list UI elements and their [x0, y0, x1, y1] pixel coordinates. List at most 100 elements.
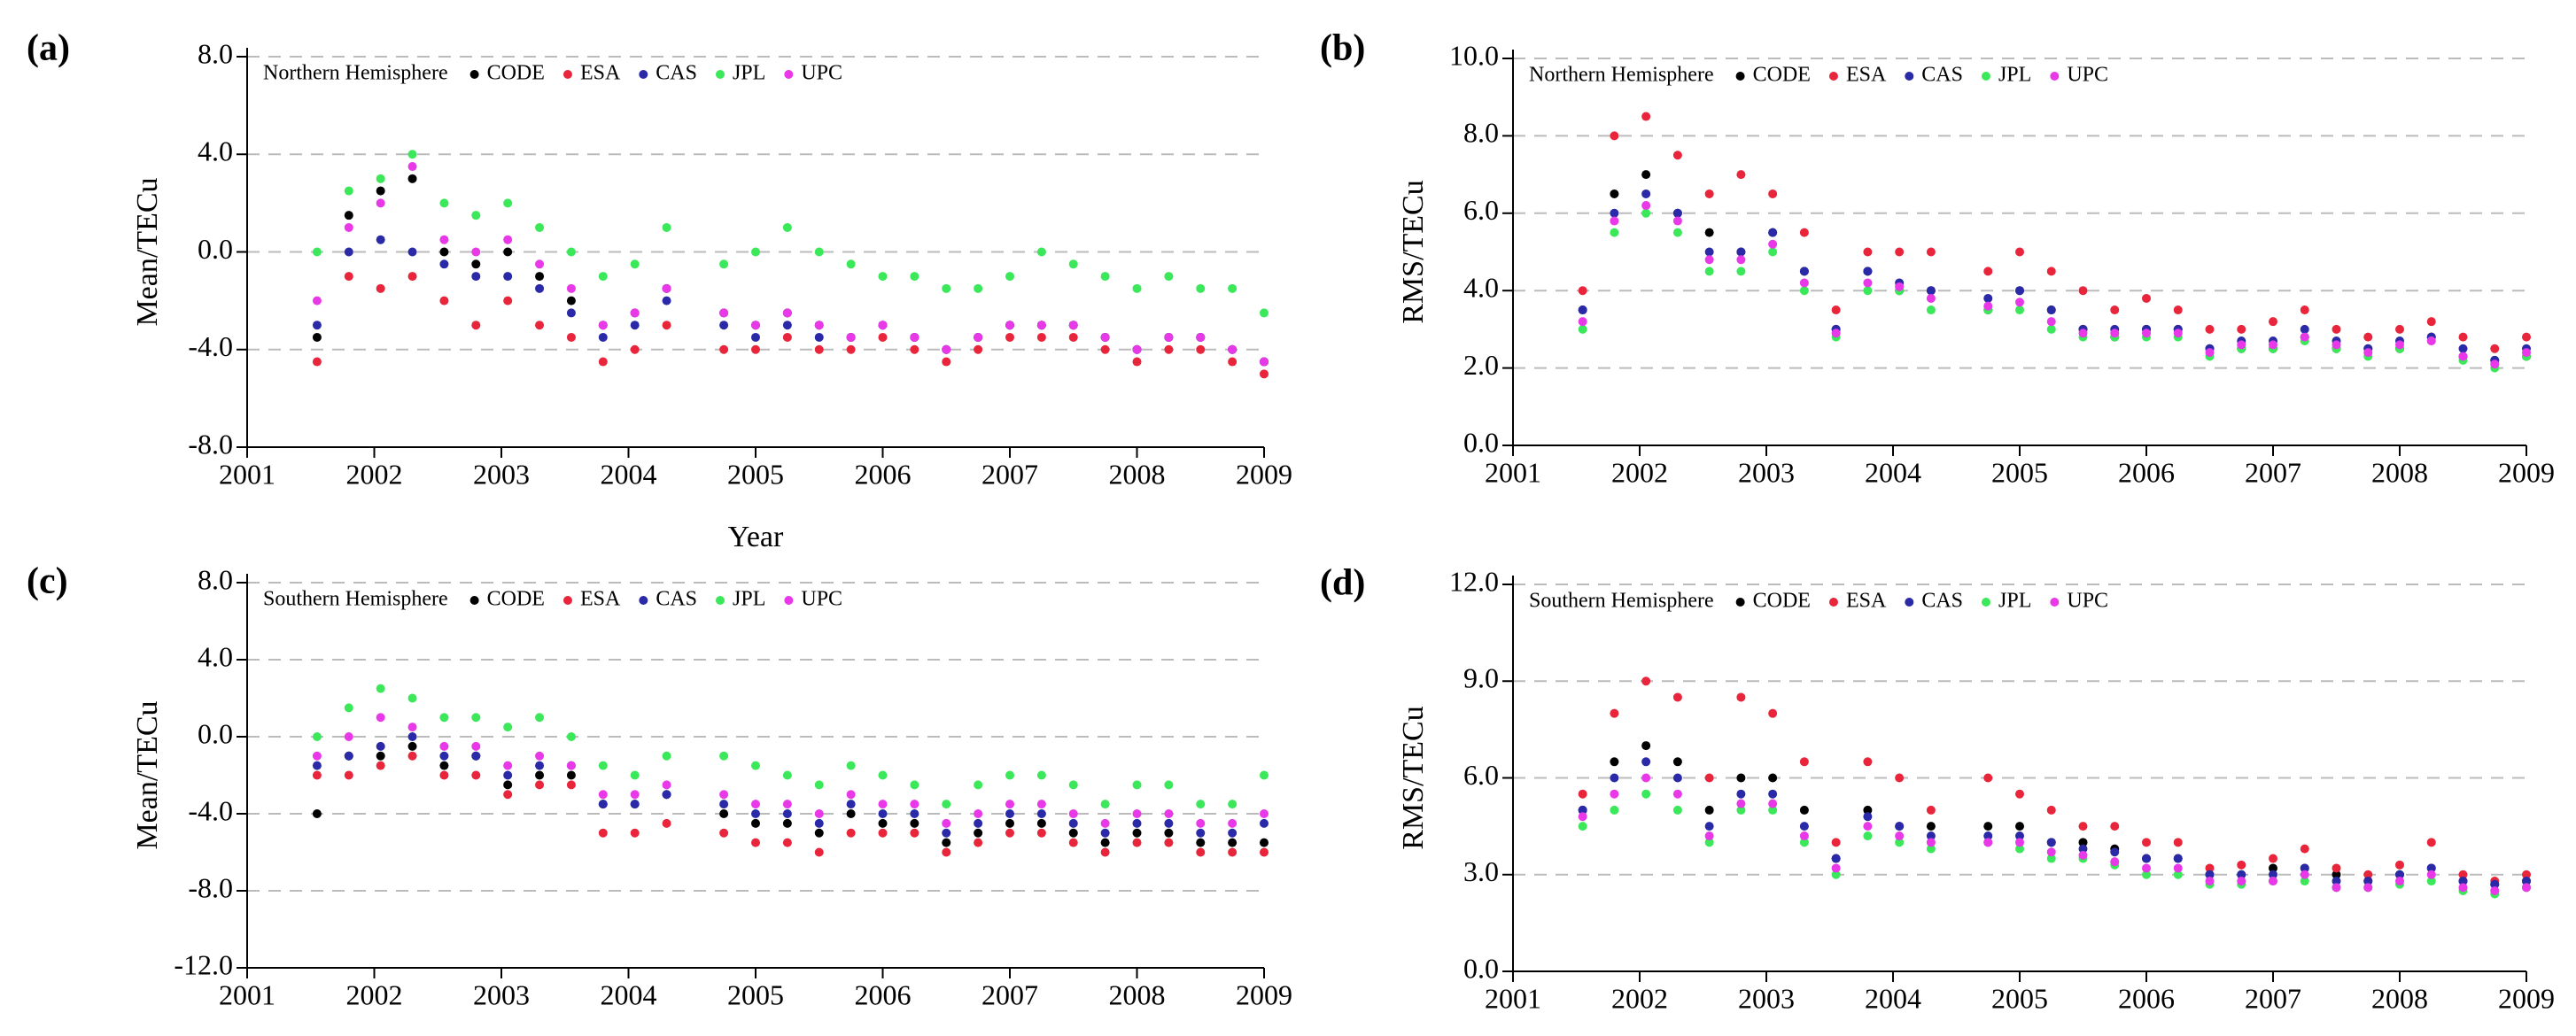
data-point: [1260, 357, 1269, 367]
data-point: [1926, 293, 1936, 303]
data-point: [1831, 863, 1841, 873]
data-point: [662, 780, 671, 790]
data-point: [1260, 818, 1269, 828]
data-point: [2426, 877, 2436, 886]
x-tick-label: 2007: [982, 978, 1038, 1010]
data-point: [1036, 770, 1046, 780]
data-point: [2015, 822, 2024, 831]
y-axis-label: RMS/TECu: [1397, 180, 1430, 323]
data-point: [2332, 877, 2341, 886]
data-point: [1831, 305, 1841, 315]
data-point: [1926, 247, 1936, 257]
data-point: [1704, 838, 1714, 847]
data-point: [407, 272, 417, 282]
data-point: [910, 818, 919, 828]
data-point: [2205, 870, 2215, 879]
x-tick-label: 2007: [2245, 456, 2301, 488]
data-point: [1768, 247, 1778, 257]
data-point: [344, 272, 353, 282]
legend-marker: [2050, 72, 2060, 81]
legend-label: JPL: [1998, 590, 2031, 613]
data-point: [376, 751, 385, 761]
data-point: [1005, 321, 1014, 330]
data-point: [662, 321, 671, 330]
data-point: [1578, 324, 1587, 334]
data-point: [1641, 757, 1651, 767]
data-point: [1260, 838, 1269, 847]
data-point: [1196, 344, 1206, 354]
data-point: [503, 770, 513, 780]
data-point: [2046, 324, 2056, 334]
data-point: [910, 780, 919, 790]
x-tick-label: 2009: [2498, 982, 2555, 1014]
data-point: [2015, 838, 2024, 847]
data-point: [814, 344, 824, 354]
data-point: [974, 344, 983, 354]
data-point: [535, 259, 545, 269]
data-point: [2142, 870, 2151, 879]
data-point: [662, 222, 671, 232]
data-point: [2269, 317, 2277, 327]
data-point: [2300, 324, 2309, 334]
data-point: [1768, 799, 1778, 808]
x-tick-label: 2006: [2118, 982, 2175, 1014]
data-point: [2395, 340, 2404, 350]
x-tick-label: 2008: [2371, 456, 2428, 488]
data-point: [974, 828, 983, 838]
data-point: [2173, 863, 2183, 873]
data-point: [1005, 272, 1014, 282]
data-point: [1641, 170, 1651, 180]
data-point: [439, 259, 449, 269]
data-point: [598, 357, 608, 367]
y-tick-label: 6.0: [1463, 194, 1499, 226]
data-point: [1610, 708, 1619, 718]
legend-marker: [1905, 598, 1914, 607]
data-point: [1100, 818, 1110, 828]
data-point: [1164, 344, 1174, 354]
data-point: [719, 828, 729, 838]
data-point: [2490, 885, 2500, 895]
legend-title: Northern Hemisphere: [263, 62, 448, 85]
data-point: [974, 283, 983, 293]
data-point: [2269, 870, 2277, 879]
data-point: [662, 818, 671, 828]
data-point: [1578, 286, 1587, 296]
data-point: [535, 751, 545, 761]
data-point: [782, 818, 792, 828]
data-point: [878, 800, 888, 809]
data-point: [942, 828, 951, 838]
data-point: [910, 332, 919, 342]
x-tick-label: 2003: [473, 978, 530, 1010]
data-point: [439, 296, 449, 305]
data-point: [1196, 847, 1206, 857]
data-point: [719, 751, 729, 761]
x-tick-label: 2004: [601, 978, 657, 1010]
data-point: [1068, 828, 1078, 838]
data-point: [751, 332, 760, 342]
data-point: [1228, 828, 1238, 838]
x-tick-label: 2005: [727, 458, 784, 490]
data-point: [2395, 877, 2404, 886]
data-point: [566, 296, 576, 305]
data-point: [312, 332, 322, 342]
data-point: [2332, 324, 2341, 334]
data-point: [1132, 357, 1142, 367]
data-point: [2142, 329, 2151, 338]
data-point: [1100, 838, 1110, 847]
data-point: [1641, 789, 1651, 799]
data-point: [782, 308, 792, 318]
data-point: [407, 162, 417, 172]
data-point: [1704, 831, 1714, 841]
legend-label: UPC: [2067, 64, 2108, 87]
data-point: [1736, 773, 1746, 783]
x-tick-label: 2001: [219, 458, 275, 490]
data-point: [782, 222, 792, 232]
data-point: [1228, 357, 1238, 367]
panel-label: (b): [1320, 28, 1365, 69]
data-point: [344, 186, 353, 196]
y-axis-label: RMS/TECu: [1397, 706, 1430, 849]
data-point: [2015, 298, 2024, 307]
data-point: [2522, 348, 2531, 358]
data-point: [2522, 883, 2531, 893]
data-point: [1983, 301, 1993, 311]
